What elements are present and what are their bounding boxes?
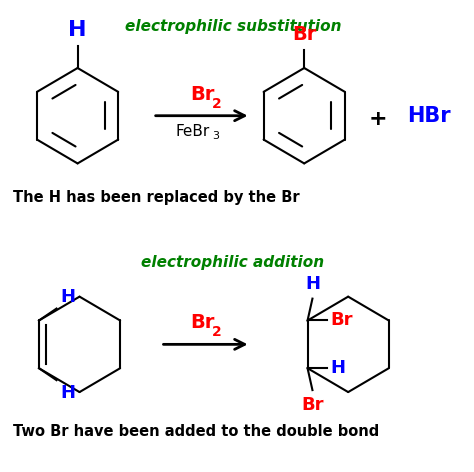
Text: 3: 3 — [212, 131, 219, 141]
Text: H: H — [330, 359, 345, 377]
Text: H: H — [305, 275, 320, 293]
Text: H: H — [68, 20, 87, 40]
Text: +: + — [368, 109, 387, 129]
Text: electrophilic addition: electrophilic addition — [141, 255, 325, 270]
Text: H: H — [60, 384, 75, 402]
Text: HBr: HBr — [407, 106, 450, 126]
Text: Br: Br — [301, 396, 324, 414]
Text: Br: Br — [292, 25, 317, 44]
Text: H: H — [60, 287, 75, 305]
Text: Br: Br — [330, 312, 353, 329]
Text: 2: 2 — [211, 325, 221, 339]
Text: Br: Br — [190, 313, 214, 332]
Text: Two Br have been added to the double bond: Two Br have been added to the double bon… — [13, 424, 379, 439]
Text: FeBr: FeBr — [175, 124, 210, 139]
Text: The H has been replaced by the Br: The H has been replaced by the Br — [13, 190, 300, 205]
Text: electrophilic substitution: electrophilic substitution — [125, 19, 341, 34]
Text: 2: 2 — [211, 97, 221, 111]
Text: Br: Br — [190, 85, 214, 104]
